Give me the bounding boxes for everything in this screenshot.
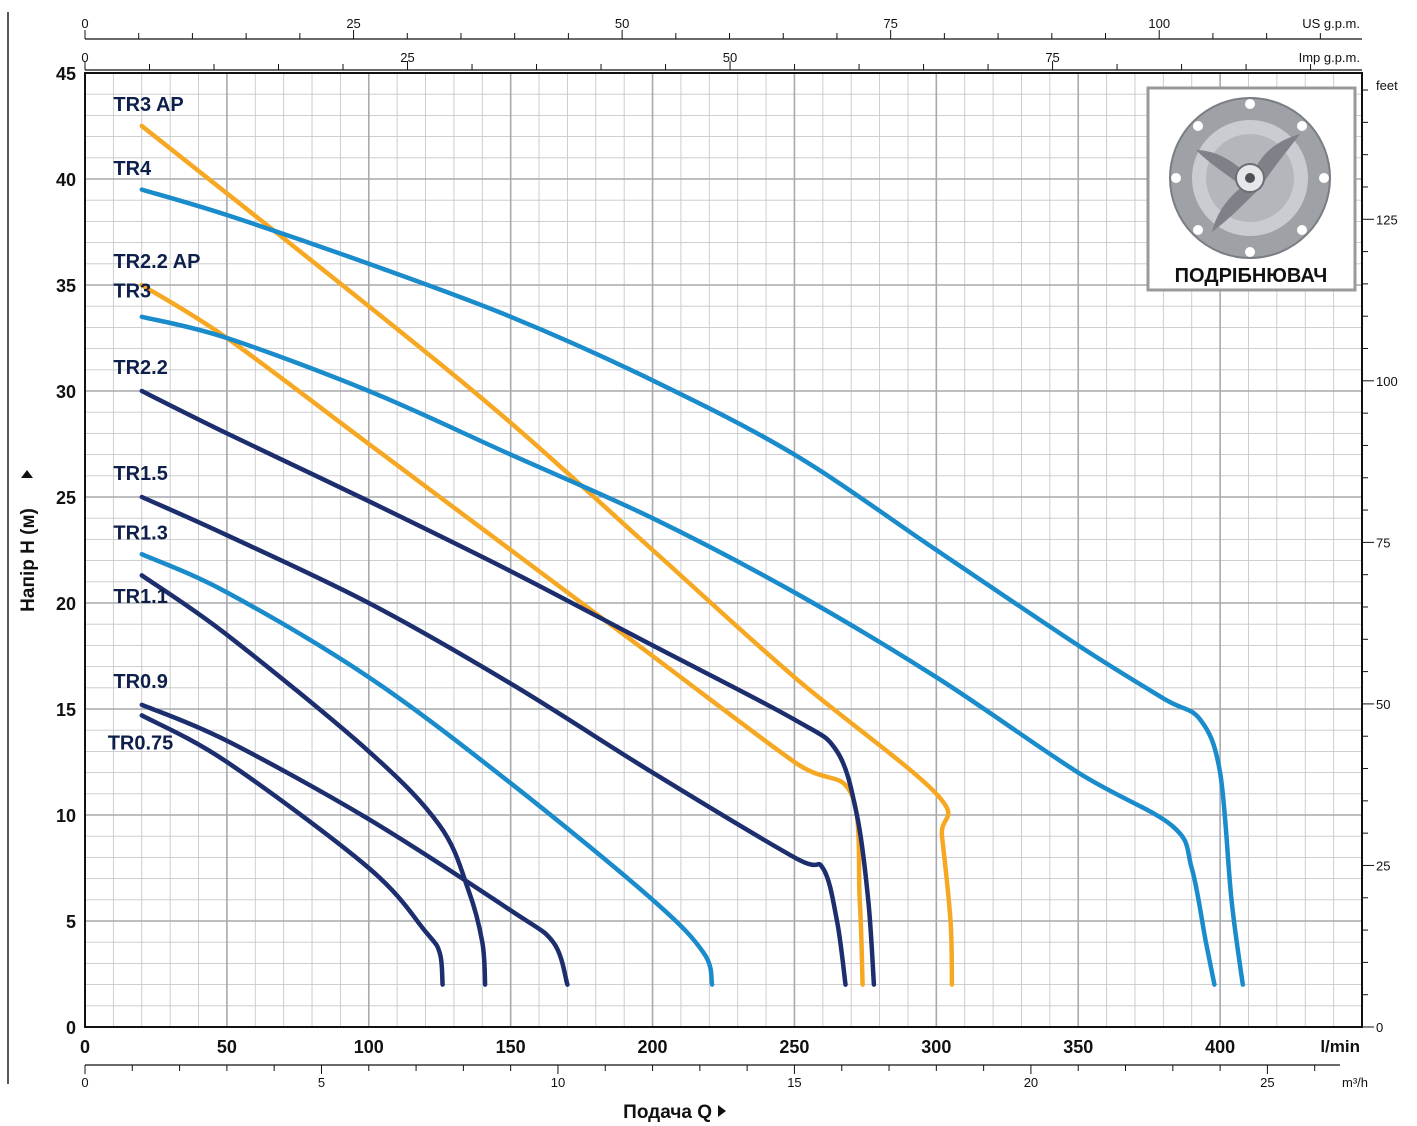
axis-tick-label: 5 (318, 1075, 325, 1090)
series-label-tr0-9: TR0.9 (113, 671, 167, 693)
y-tick-label: 20 (56, 594, 76, 614)
y-tick-label: 35 (56, 276, 76, 296)
x-tick-label: 300 (921, 1037, 951, 1057)
y-tick-label: 0 (66, 1018, 76, 1038)
series-line-tr3 (139, 314, 1217, 987)
series-line-tr2-2-ap (139, 282, 865, 987)
us-gpm-unit-label: US g.p.m. (1302, 16, 1360, 31)
series-label-tr0-75: TR0.75 (108, 732, 174, 754)
y-tick-label: 15 (56, 700, 76, 720)
axis-tick-label: 0 (81, 16, 88, 31)
axis-tick-label: 15 (787, 1075, 801, 1090)
y-axis-m: 0 5 10 15 20 25 30 35 40 45 (56, 64, 76, 1038)
curve-labels: TR3 AP TR4 TR2.2 AP TR3 TR2.2 TR1.5 TR1.3 TR1.1… (108, 94, 201, 754)
axis-tick-label: 0 (81, 1075, 88, 1090)
feet-tick-label: 50 (1376, 697, 1390, 712)
axis-tick-label: 50 (615, 16, 629, 31)
grid-minor (85, 73, 1362, 1027)
m3h-unit-label: m³/h (1342, 1075, 1368, 1090)
feet-tick-label: 125 (1376, 212, 1398, 227)
imp-gpm-unit-label: Imp g.p.m. (1299, 50, 1360, 65)
series-line-tr2-2 (139, 388, 877, 987)
inset-label: ПОДРІБНЮВАЧ (1175, 265, 1328, 287)
x-axis-title: Подача Q (623, 1102, 726, 1123)
inset-box: ПОДРІБНЮВАЧ (1146, 86, 1357, 292)
y-tick-label: 10 (56, 806, 76, 826)
y-tick-label: 30 (56, 382, 76, 402)
series-label-tr4: TR4 (113, 158, 152, 180)
series-label-tr1-1: TR1.1 (113, 586, 167, 608)
x-tick-label: 400 (1205, 1037, 1235, 1057)
series-line-tr0-75 (139, 713, 445, 987)
plot-frame (84, 72, 1363, 1028)
axis-tick-label: 10 (551, 1075, 565, 1090)
y-tick-label: 5 (66, 912, 76, 932)
feet-tick-label: 25 (1376, 858, 1390, 873)
axis-tick-label: 0 (81, 50, 88, 65)
x-tick-label: 100 (354, 1037, 384, 1057)
series-label-tr3-ap: TR3 AP (113, 94, 183, 116)
x-tick-label: 150 (496, 1037, 526, 1057)
series-line-tr1-5 (139, 494, 848, 987)
y-tick-label: 45 (56, 64, 76, 84)
series-label-tr1-5: TR1.5 (113, 463, 167, 485)
x-axis-title-text: Подача Q (623, 1102, 712, 1123)
y-axis-arrow-icon (21, 470, 33, 478)
x-axis-arrow-icon (718, 1105, 726, 1117)
y-tick-label: 25 (56, 488, 76, 508)
axis-tick-label: 20 (1024, 1075, 1038, 1090)
axis-tick-label: 75 (883, 16, 897, 31)
axis-tick-label: 25 (1260, 1075, 1274, 1090)
axis-tick-label: 25 (400, 50, 414, 65)
x-axis-imp-gpm: 0 25 50 75 (81, 50, 1362, 71)
y-tick-label: 40 (56, 170, 76, 190)
x-tick-label: 0 (80, 1037, 90, 1057)
axis-tick-label: 25 (346, 16, 360, 31)
axis-tick-label: 75 (1045, 50, 1059, 65)
x-axis-us-gpm: 0 25 50 75 100 (81, 16, 1362, 40)
series-line-tr0-9 (139, 702, 570, 987)
feet-unit-label: feet (1376, 78, 1398, 93)
feet-tick-label: 75 (1376, 535, 1390, 550)
y-axis-title: Напір H (м) (18, 470, 39, 612)
series-line-tr4 (139, 187, 1246, 987)
series-label-tr2-2: TR2.2 (113, 357, 167, 379)
x-axis-m3h: 0 5 10 15 20 25 (81, 1064, 1340, 1090)
curves (139, 123, 1246, 987)
feet-tick-label: 0 (1376, 1020, 1383, 1035)
axis-tick-label: 50 (723, 50, 737, 65)
feet-tick-label: 100 (1376, 374, 1398, 389)
series-line-tr1-1 (139, 573, 488, 987)
series-line-tr1-3 (139, 551, 715, 987)
series-label-tr2-2-ap: TR2.2 AP (113, 251, 200, 273)
y-axis-title-text: Напір H (м) (18, 508, 39, 612)
x-tick-label: 200 (638, 1037, 668, 1057)
series-label-tr3: TR3 (113, 281, 151, 303)
series-line-tr3-ap (139, 123, 955, 987)
y-axis-feet: 0 25 50 75 100 125 (1362, 89, 1398, 1035)
x-tick-label: 50 (217, 1037, 237, 1057)
axis-tick-label: 100 (1148, 16, 1170, 31)
x-axis-lmin: 0 50 100 150 200 250 300 350 400 (80, 1037, 1235, 1057)
x-tick-label: 250 (779, 1037, 809, 1057)
x-tick-label: 350 (1063, 1037, 1093, 1057)
x-unit-label: l/min (1320, 1037, 1360, 1056)
grinder-impeller-icon (1169, 97, 1331, 259)
series-label-tr1-3: TR1.3 (113, 522, 167, 544)
